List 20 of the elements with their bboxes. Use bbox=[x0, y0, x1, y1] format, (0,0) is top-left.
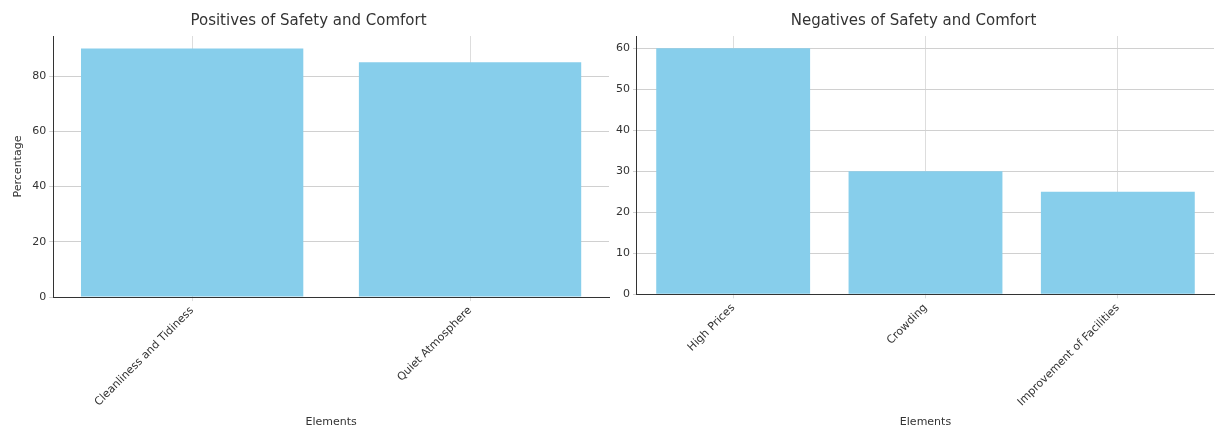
y-tick-label: 10 bbox=[616, 246, 630, 260]
bar bbox=[656, 48, 811, 294]
y-tick-label: 60 bbox=[616, 41, 630, 55]
y-tick-label: 40 bbox=[32, 179, 47, 193]
y-tick-label: 0 bbox=[623, 287, 630, 301]
x-axis-title: Elements bbox=[899, 415, 952, 429]
y-tick-label: 0 bbox=[39, 289, 47, 303]
bar bbox=[848, 171, 1003, 294]
y-tick-label: 80 bbox=[32, 68, 47, 82]
y-tick-label: 20 bbox=[32, 234, 47, 248]
chart-title: Positives of Safety and Comfort bbox=[190, 10, 427, 29]
y-axis-title: Percentage bbox=[11, 135, 25, 198]
y-tick-label: 40 bbox=[616, 123, 630, 137]
bar bbox=[1040, 191, 1195, 294]
y-tick-label: 50 bbox=[616, 82, 630, 96]
y-tick-label: 20 bbox=[616, 205, 630, 219]
chart-title: Negatives of Safety and Comfort bbox=[790, 10, 1037, 29]
y-tick-label: 60 bbox=[32, 124, 47, 138]
x-axis-title: Elements bbox=[305, 415, 357, 429]
y-tick-label: 30 bbox=[616, 164, 630, 178]
